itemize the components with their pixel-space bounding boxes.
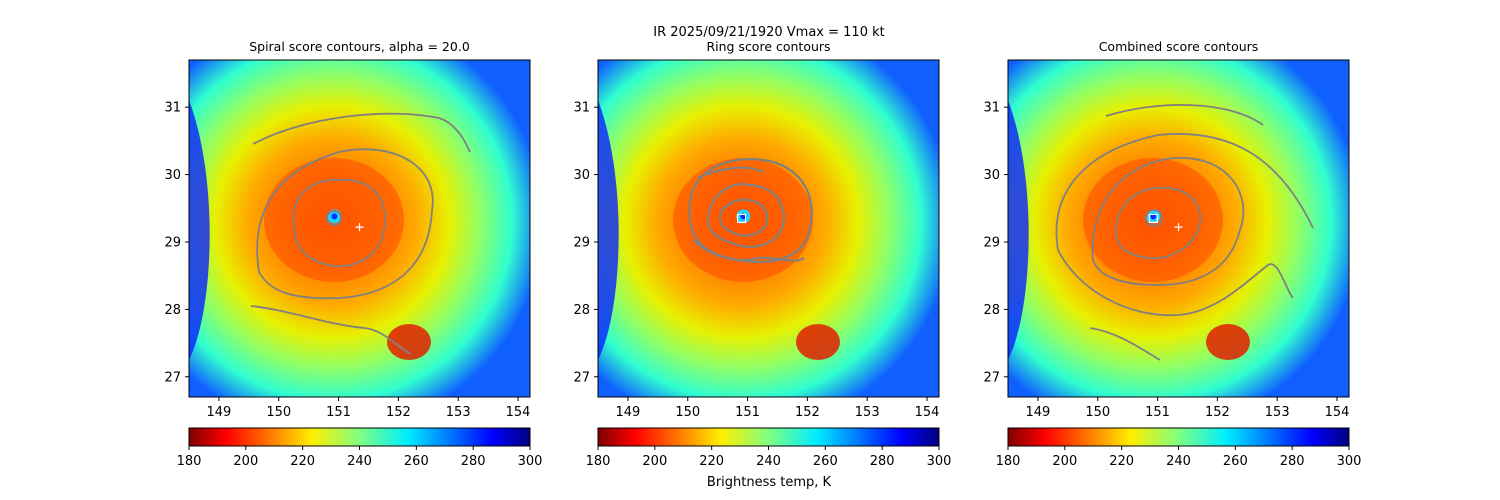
score-contour xyxy=(1105,104,1264,126)
storm-eye-core xyxy=(331,213,338,220)
x-tick-label: 151 xyxy=(735,405,760,420)
colorbar-tick-label: 260 xyxy=(813,454,838,469)
axes-frame xyxy=(188,59,531,398)
score-contour xyxy=(252,112,471,153)
y-tick-label: 29 xyxy=(164,235,181,250)
score-contour xyxy=(1091,157,1245,286)
colorbar-tick-label: 300 xyxy=(1337,454,1362,469)
y-tick-label: 30 xyxy=(573,168,590,183)
score-contour xyxy=(1145,209,1163,227)
axes-frame xyxy=(1007,59,1350,398)
score-contour xyxy=(1089,327,1161,361)
colorbar-tick-label: 260 xyxy=(1223,454,1248,469)
panel-title: Combined score contours xyxy=(1099,39,1259,54)
y-tick-label: 31 xyxy=(164,101,181,116)
convective-cell xyxy=(796,324,840,360)
x-tick-label: 151 xyxy=(1145,405,1170,420)
y-tick-label: 27 xyxy=(164,370,181,385)
y-tick-label: 27 xyxy=(983,370,1000,385)
x-tick-label: 154 xyxy=(1325,405,1350,420)
y-tick-label: 31 xyxy=(573,101,590,116)
colorbar-label: Brightness temp, K xyxy=(707,475,832,490)
y-tick-label: 29 xyxy=(573,235,590,250)
colorbar-tick-label: 200 xyxy=(1052,454,1077,469)
y-tick-label: 28 xyxy=(573,303,590,318)
score-contour xyxy=(292,178,386,268)
x-tick-label: 150 xyxy=(675,405,700,420)
y-tick-label: 28 xyxy=(983,303,1000,318)
colorbar-tick-label: 220 xyxy=(290,454,315,469)
center-marker xyxy=(1148,213,1158,223)
panel-3: Combined score contours 149 150 151 152 153 15… xyxy=(983,39,1361,469)
colorbar-tick-label: 240 xyxy=(756,454,781,469)
y-tick-label: 27 xyxy=(573,370,590,385)
score-contour xyxy=(706,182,786,248)
warm-clear-region xyxy=(1008,100,1029,360)
y-tick-label: 29 xyxy=(983,235,1000,250)
convective-cell xyxy=(1206,324,1250,360)
x-tick-label: 153 xyxy=(855,405,880,420)
colorbar-tick-label: 200 xyxy=(642,454,667,469)
x-tick-label: 153 xyxy=(1265,405,1290,420)
x-tick-label: 150 xyxy=(266,405,291,420)
colorbar-tick-label: 300 xyxy=(927,454,952,469)
colorbar-tick-label: 220 xyxy=(1109,454,1134,469)
score-contour xyxy=(718,198,769,237)
score-contour xyxy=(693,239,805,262)
colorbar-tick-label: 300 xyxy=(518,454,543,469)
panel-title: Spiral score contours, alpha = 20.0 xyxy=(249,39,470,54)
colorbar-tick-label: 180 xyxy=(996,454,1021,469)
colorbar-tick-label: 220 xyxy=(699,454,724,469)
x-tick-label: 149 xyxy=(615,405,640,420)
x-tick-label: 150 xyxy=(1085,405,1110,420)
best-track-marker xyxy=(1174,223,1183,232)
colorbar-tick-label: 280 xyxy=(461,454,486,469)
panel-2: Ring score contours 149 150 151 152 153 154 27 2… xyxy=(573,39,951,469)
x-tick-label: 154 xyxy=(915,405,940,420)
colorbar xyxy=(188,427,531,447)
colorbar-tick-label: 280 xyxy=(870,454,895,469)
x-tick-label: 149 xyxy=(1025,405,1050,420)
y-tick-label: 28 xyxy=(164,303,181,318)
x-tick-label: 149 xyxy=(206,405,231,420)
colorbar-tick-label: 260 xyxy=(404,454,429,469)
colorbar xyxy=(1007,427,1350,447)
colorbar-tick-label: 280 xyxy=(1280,454,1305,469)
score-contour xyxy=(1115,186,1202,260)
colorbar-tick-label: 180 xyxy=(586,454,611,469)
score-contour xyxy=(250,305,412,355)
y-tick-label: 30 xyxy=(164,168,181,183)
score-contour xyxy=(1057,249,1294,317)
x-tick-label: 154 xyxy=(506,405,531,420)
figure-suptitle: IR 2025/09/21/1920 Vmax = 110 kt xyxy=(653,25,884,40)
axes-frame xyxy=(597,59,940,398)
warm-clear-region xyxy=(189,100,210,360)
panel-1: Spiral score contours, alpha = 20.0 149 15… xyxy=(164,39,542,469)
x-tick-label: 151 xyxy=(326,405,351,420)
score-contour xyxy=(256,148,434,300)
y-tick-label: 31 xyxy=(983,101,1000,116)
convective-cell xyxy=(387,324,431,360)
score-contour xyxy=(697,166,764,179)
y-tick-label: 30 xyxy=(983,168,1000,183)
score-contour xyxy=(326,210,342,226)
colorbar xyxy=(597,427,940,447)
warm-clear-region xyxy=(598,100,619,360)
x-tick-label: 152 xyxy=(386,405,411,420)
center-marker xyxy=(736,213,747,223)
colorbar-tick-label: 240 xyxy=(1166,454,1191,469)
panel-title: Ring score contours xyxy=(706,39,830,54)
x-tick-label: 152 xyxy=(1205,405,1230,420)
x-tick-label: 152 xyxy=(795,405,820,420)
x-tick-label: 153 xyxy=(446,405,471,420)
colorbar-tick-label: 200 xyxy=(233,454,258,469)
colorbar-tick-label: 180 xyxy=(177,454,202,469)
score-contour xyxy=(1055,133,1314,251)
best-track-marker xyxy=(355,223,364,232)
colorbar-tick-label: 240 xyxy=(347,454,372,469)
